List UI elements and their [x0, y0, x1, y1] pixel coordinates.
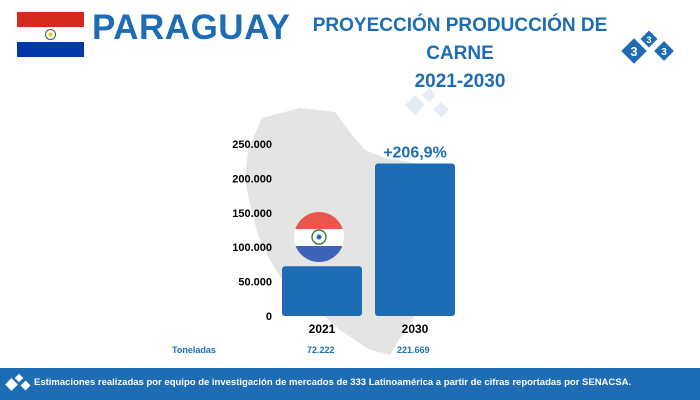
footer-logo-icon — [5, 373, 31, 391]
x-tick-label-2021: 2021 — [309, 322, 336, 336]
flag-badge — [294, 212, 344, 262]
watermark-logo — [405, 87, 449, 118]
y-tick-label: 0 — [266, 311, 272, 323]
title-line-1: PROYECCIÓN PRODUCCIÓN DE CARNE — [312, 15, 608, 64]
country-name: PARAGUAY — [92, 8, 291, 47]
footer-bar: Estimaciones realizadas por equipo de in… — [0, 368, 700, 400]
logo-333: 3 3 3 — [621, 30, 674, 64]
page-title: PROYECCIÓN PRODUCCIÓN DE CARNE 2021-2030 — [280, 12, 640, 96]
logo-digit-2: 3 — [646, 35, 651, 45]
x-tick-label-2030: 2030 — [402, 322, 429, 336]
bar-2021 — [282, 266, 362, 316]
title-line-2: 2021-2030 — [414, 71, 506, 92]
logo-digit-3: 3 — [661, 47, 667, 58]
unit-label: Toneladas — [172, 345, 216, 355]
logo-digit-1: 3 — [630, 44, 637, 59]
footer-text: Estimaciones realizadas por equipo de in… — [34, 377, 632, 388]
y-tick-label: 50.000 — [238, 277, 272, 289]
y-tick-label: 200.000 — [232, 173, 272, 185]
y-tick-label: 250.000 — [232, 139, 272, 151]
value-label-2030: 221.669 — [397, 345, 430, 355]
y-tick-label: 100.000 — [232, 242, 272, 254]
value-label-2021: 72.222 — [307, 345, 335, 355]
paraguay-flag — [17, 12, 84, 57]
growth-annotation: +206,9% — [383, 144, 447, 161]
bar-2030 — [375, 163, 455, 316]
y-tick-label: 150.000 — [232, 208, 272, 220]
